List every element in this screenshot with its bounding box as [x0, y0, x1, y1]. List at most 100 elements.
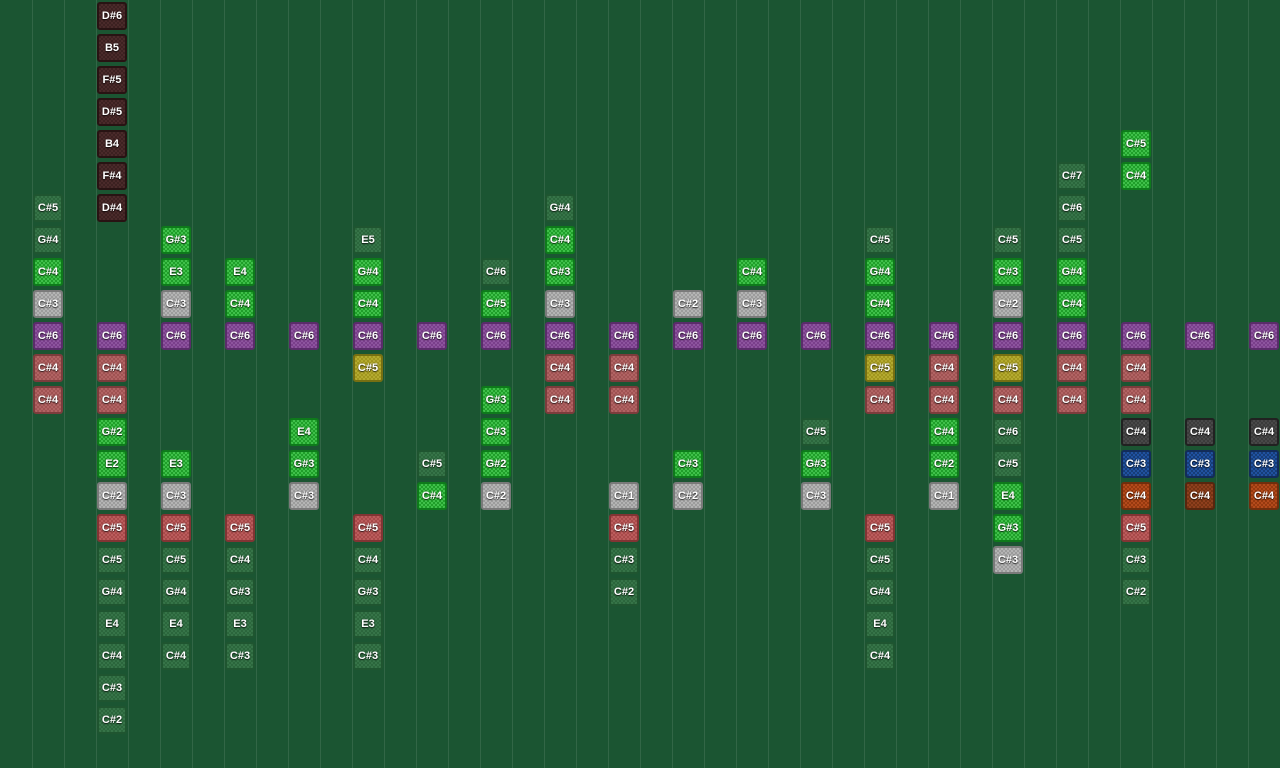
- note-block[interactable]: D#4: [97, 194, 127, 222]
- note-block[interactable]: C#6: [289, 322, 319, 350]
- note-block[interactable]: C#6: [1057, 322, 1087, 350]
- note-block[interactable]: D#5: [97, 98, 127, 126]
- note-block[interactable]: C#4: [1249, 418, 1279, 446]
- note-block[interactable]: C#6: [673, 322, 703, 350]
- note-block[interactable]: C#5: [161, 546, 191, 574]
- note-block[interactable]: G#4: [97, 578, 127, 606]
- note-block[interactable]: C#3: [481, 418, 511, 446]
- note-block[interactable]: G#2: [481, 450, 511, 478]
- note-block[interactable]: G#3: [353, 578, 383, 606]
- note-block[interactable]: C#4: [1121, 354, 1151, 382]
- note-block[interactable]: C#4: [1185, 482, 1215, 510]
- note-block[interactable]: G#3: [161, 226, 191, 254]
- note-block[interactable]: G#2: [97, 418, 127, 446]
- note-block[interactable]: G#4: [865, 578, 895, 606]
- note-block[interactable]: C#4: [1121, 482, 1151, 510]
- note-block[interactable]: C#4: [33, 258, 63, 286]
- note-block[interactable]: G#4: [353, 258, 383, 286]
- note-block[interactable]: C#3: [673, 450, 703, 478]
- note-block[interactable]: C#5: [801, 418, 831, 446]
- note-block[interactable]: C#4: [1057, 290, 1087, 318]
- note-block[interactable]: C#4: [609, 354, 639, 382]
- note-block[interactable]: C#6: [801, 322, 831, 350]
- note-block[interactable]: C#4: [929, 386, 959, 414]
- note-block[interactable]: C#3: [737, 290, 767, 318]
- note-block[interactable]: E5: [353, 226, 383, 254]
- note-block[interactable]: E2: [97, 450, 127, 478]
- note-block[interactable]: C#2: [481, 482, 511, 510]
- note-block[interactable]: C#5: [993, 354, 1023, 382]
- note-block[interactable]: C#4: [1249, 482, 1279, 510]
- note-block[interactable]: G#4: [33, 226, 63, 254]
- note-block[interactable]: C#4: [993, 386, 1023, 414]
- note-block[interactable]: F#5: [97, 66, 127, 94]
- note-block[interactable]: C#3: [161, 482, 191, 510]
- note-block[interactable]: C#3: [993, 546, 1023, 574]
- note-block[interactable]: C#4: [33, 354, 63, 382]
- note-block[interactable]: C#4: [1121, 162, 1151, 190]
- note-block[interactable]: G#3: [545, 258, 575, 286]
- note-block[interactable]: C#6: [1185, 322, 1215, 350]
- note-block[interactable]: C#4: [353, 290, 383, 318]
- note-block[interactable]: C#6: [737, 322, 767, 350]
- note-block[interactable]: C#5: [993, 226, 1023, 254]
- note-block[interactable]: C#6: [993, 322, 1023, 350]
- note-block[interactable]: C#5: [865, 514, 895, 542]
- note-block[interactable]: F#4: [97, 162, 127, 190]
- note-block[interactable]: C#6: [1249, 322, 1279, 350]
- note-block[interactable]: C#6: [353, 322, 383, 350]
- note-block[interactable]: G#3: [993, 514, 1023, 542]
- note-block[interactable]: C#4: [1057, 386, 1087, 414]
- note-block[interactable]: C#3: [801, 482, 831, 510]
- note-block[interactable]: C#4: [865, 642, 895, 670]
- note-block[interactable]: C#6: [1057, 194, 1087, 222]
- note-block[interactable]: C#5: [353, 354, 383, 382]
- note-block[interactable]: E4: [161, 610, 191, 638]
- note-block[interactable]: C#3: [97, 674, 127, 702]
- note-block[interactable]: C#2: [673, 290, 703, 318]
- note-block[interactable]: C#4: [545, 226, 575, 254]
- note-block[interactable]: C#5: [417, 450, 447, 478]
- note-block[interactable]: B4: [97, 130, 127, 158]
- note-block[interactable]: C#6: [225, 322, 255, 350]
- note-block[interactable]: C#5: [1121, 514, 1151, 542]
- note-block[interactable]: C#3: [545, 290, 575, 318]
- note-block[interactable]: C#6: [865, 322, 895, 350]
- note-block[interactable]: C#1: [929, 482, 959, 510]
- note-block[interactable]: C#5: [97, 546, 127, 574]
- note-block[interactable]: C#6: [545, 322, 575, 350]
- note-block[interactable]: G#4: [161, 578, 191, 606]
- note-block[interactable]: C#2: [1121, 578, 1151, 606]
- note-block[interactable]: C#4: [865, 386, 895, 414]
- note-block[interactable]: C#4: [97, 354, 127, 382]
- note-block[interactable]: E3: [353, 610, 383, 638]
- note-block[interactable]: E4: [225, 258, 255, 286]
- note-block[interactable]: C#5: [225, 514, 255, 542]
- note-block[interactable]: C#6: [609, 322, 639, 350]
- note-block[interactable]: C#4: [161, 642, 191, 670]
- note-block[interactable]: C#4: [929, 418, 959, 446]
- note-block[interactable]: G#4: [1057, 258, 1087, 286]
- note-block[interactable]: C#3: [289, 482, 319, 510]
- note-block[interactable]: C#6: [417, 322, 447, 350]
- note-block[interactable]: E3: [161, 258, 191, 286]
- note-block[interactable]: C#5: [609, 514, 639, 542]
- note-block[interactable]: E3: [225, 610, 255, 638]
- note-block[interactable]: D#6: [97, 2, 127, 30]
- note-block[interactable]: C#4: [1121, 418, 1151, 446]
- note-block[interactable]: C#5: [481, 290, 511, 318]
- note-block[interactable]: C#4: [33, 386, 63, 414]
- note-block[interactable]: C#4: [737, 258, 767, 286]
- note-block[interactable]: C#4: [865, 290, 895, 318]
- note-block[interactable]: G#3: [481, 386, 511, 414]
- note-block[interactable]: C#5: [353, 514, 383, 542]
- note-block[interactable]: C#6: [97, 322, 127, 350]
- note-block[interactable]: G#3: [225, 578, 255, 606]
- note-block[interactable]: E3: [161, 450, 191, 478]
- note-block[interactable]: E4: [289, 418, 319, 446]
- note-block[interactable]: C#6: [929, 322, 959, 350]
- note-block[interactable]: C#6: [481, 322, 511, 350]
- note-block[interactable]: C#4: [97, 642, 127, 670]
- note-block[interactable]: C#3: [161, 290, 191, 318]
